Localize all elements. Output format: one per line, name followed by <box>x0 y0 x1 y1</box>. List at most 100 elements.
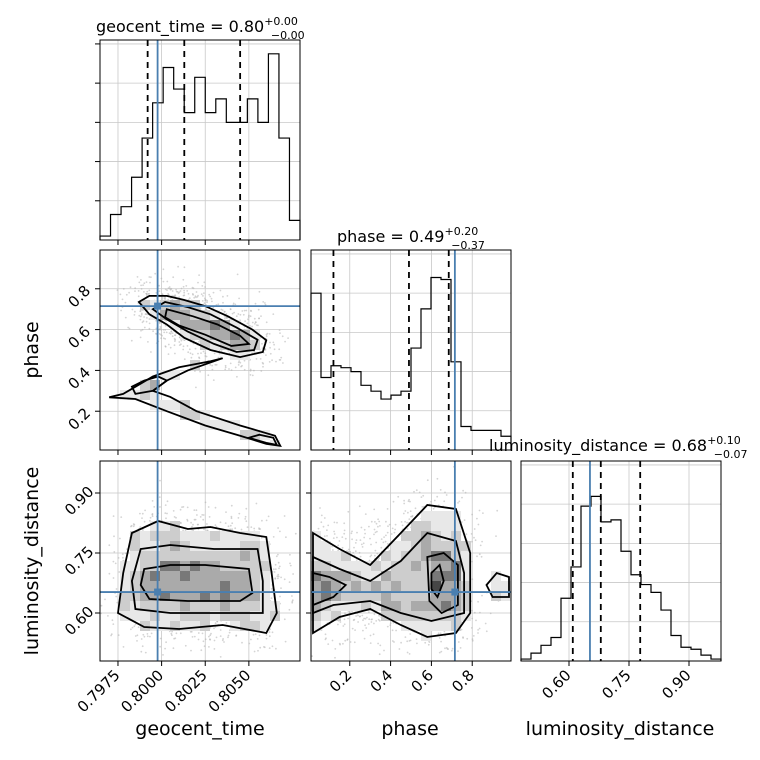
scatter-point-geocent-time-vs-phase-659 <box>175 288 178 291</box>
scatter-point-phase-vs-luminosity-distance-218 <box>377 559 380 561</box>
scatter-point-geocent-time-vs-phase-875 <box>259 336 262 339</box>
density-cell-phase-vs-luminosity-distance-45 <box>371 561 381 571</box>
scatter-point-phase-vs-luminosity-distance-614 <box>356 531 358 534</box>
scatter-point-phase-vs-luminosity-distance-94 <box>351 530 353 533</box>
density-cell-phase-vs-luminosity-distance-22 <box>431 541 441 551</box>
scatter-point-geocent-time-vs-luminosity-distance-759 <box>190 521 193 524</box>
scatter-point-geocent-time-vs-luminosity-distance-441 <box>246 526 249 529</box>
density-cell-geocent-time-vs-luminosity-distance-10 <box>200 531 210 541</box>
scatter-point-phase-vs-luminosity-distance-553 <box>495 535 497 537</box>
y-tick-label-phase-2: 0.6 <box>64 323 94 353</box>
scatter-point-geocent-time-vs-luminosity-distance-176 <box>191 636 194 638</box>
scatter-point-phase-vs-luminosity-distance-124 <box>376 552 379 555</box>
scatter-point-phase-vs-luminosity-distance-613 <box>353 546 355 549</box>
scatter-point-geocent-time-vs-phase-704 <box>182 278 185 281</box>
scatter-point-geocent-time-vs-luminosity-distance-807 <box>277 575 280 578</box>
density-cell-phase-vs-luminosity-distance-10 <box>401 531 411 541</box>
x-tick-label-luminosity-distance-2: 0.90 <box>658 666 694 702</box>
scatter-point-geocent-time-vs-phase-648 <box>264 349 267 351</box>
scatter-point-geocent-time-vs-phase-404 <box>140 284 143 287</box>
density-cell-phase-vs-luminosity-distance-1 <box>431 511 441 521</box>
density-cell-geocent-time-vs-luminosity-distance-57 <box>250 561 260 571</box>
scatter-point-phase-vs-luminosity-distance-438 <box>375 522 378 525</box>
density-cell-phase-vs-luminosity-distance-96 <box>371 591 381 601</box>
scatter-point-geocent-time-vs-luminosity-distance-143 <box>108 572 111 575</box>
scatter-point-phase-vs-luminosity-distance-349 <box>401 524 404 527</box>
scatter-point-geocent-time-vs-luminosity-distance-328 <box>166 512 168 515</box>
density-cell-phase-vs-luminosity-distance-116 <box>391 601 401 611</box>
density-cell-geocent-time-vs-phase-5 <box>190 300 200 310</box>
scatter-point-geocent-time-vs-phase-834 <box>203 302 206 305</box>
scatter-point-geocent-time-vs-phase-308 <box>162 280 165 283</box>
density-cell-phase-vs-luminosity-distance-136 <box>311 621 321 631</box>
density-cell-geocent-time-vs-luminosity-distance-98 <box>210 591 220 601</box>
scatter-point-geocent-time-vs-phase-347 <box>238 297 241 300</box>
scatter-point-geocent-time-vs-luminosity-distance-761 <box>115 595 118 598</box>
density-cell-phase-vs-luminosity-distance-35 <box>431 551 441 561</box>
scatter-point-geocent-time-vs-luminosity-distance-614 <box>197 632 200 634</box>
scatter-point-phase-vs-luminosity-distance-749 <box>459 647 462 649</box>
scatter-point-geocent-time-vs-phase-757 <box>185 285 188 287</box>
scatter-point-geocent-time-vs-phase-719 <box>233 311 236 314</box>
scatter-point-phase-vs-luminosity-distance-375 <box>365 627 368 629</box>
scatter-point-geocent-time-vs-luminosity-distance-503 <box>271 631 274 634</box>
density-cell-geocent-time-vs-luminosity-distance-14 <box>240 531 250 541</box>
scatter-point-geocent-time-vs-phase-457 <box>186 290 189 292</box>
scatter-point-geocent-time-vs-phase-382 <box>262 365 264 368</box>
scatter-point-phase-vs-luminosity-distance-80 <box>481 540 483 543</box>
scatter-point-geocent-time-vs-phase-841 <box>262 301 265 303</box>
scatter-point-phase-vs-luminosity-distance-797 <box>377 642 379 645</box>
scatter-point-geocent-time-vs-phase-203 <box>207 374 210 377</box>
scatter-point-phase-vs-luminosity-distance-179 <box>366 616 368 619</box>
scatter-point-geocent-time-vs-phase-506 <box>257 324 259 327</box>
scatter-point-geocent-time-vs-luminosity-distance-673 <box>100 612 103 615</box>
density-cell-geocent-time-vs-phase-26 <box>240 330 250 340</box>
truth-layer <box>100 40 591 661</box>
scatter-point-geocent-time-vs-luminosity-distance-741 <box>289 562 291 565</box>
scatter-point-geocent-time-vs-phase-225 <box>197 352 199 355</box>
density-cell-geocent-time-vs-luminosity-distance-61 <box>140 571 150 581</box>
scatter-point-geocent-time-vs-luminosity-distance-341 <box>283 618 286 621</box>
scatter-point-geocent-time-vs-luminosity-distance-596 <box>137 626 140 629</box>
density-cell-geocent-time-vs-luminosity-distance-42 <box>250 551 260 561</box>
density-cell-geocent-time-vs-luminosity-distance-63 <box>160 571 170 581</box>
scatter-point-geocent-time-vs-phase-860 <box>172 295 175 297</box>
panel-frame-phase-vs-luminosity-distance <box>310 460 512 662</box>
scatter-point-geocent-time-vs-phase-721 <box>217 356 220 359</box>
scatter-point-geocent-time-vs-luminosity-distance-111 <box>159 506 161 508</box>
scatter-point-phase-vs-luminosity-distance-795 <box>347 510 350 513</box>
scatter-point-phase-vs-luminosity-distance-640 <box>397 495 400 498</box>
scatter-point-geocent-time-vs-luminosity-distance-867 <box>289 553 291 556</box>
scatter-point-phase-vs-luminosity-distance-442 <box>386 531 389 534</box>
density-cell-geocent-time-vs-phase-57 <box>250 430 260 440</box>
scatter-point-geocent-time-vs-luminosity-distance-427 <box>228 631 231 634</box>
scatter-point-geocent-time-vs-phase-635 <box>251 325 254 328</box>
scatter-point-geocent-time-vs-phase-2 <box>227 349 230 352</box>
density-cell-geocent-time-vs-luminosity-distance-59 <box>120 571 130 581</box>
density-cell-geocent-time-vs-phase-55 <box>230 420 240 430</box>
scatter-point-geocent-time-vs-luminosity-distance-322 <box>166 500 169 503</box>
scatter-point-geocent-time-vs-phase-200 <box>127 326 130 329</box>
scatter-point-phase-vs-luminosity-distance-621 <box>471 609 473 612</box>
density-cell-phase-vs-luminosity-distance-46 <box>381 561 391 571</box>
scatter-point-geocent-time-vs-luminosity-distance-846 <box>214 506 217 509</box>
density-cell-geocent-time-vs-luminosity-distance-113 <box>210 601 220 611</box>
scatter-point-geocent-time-vs-luminosity-distance-454 <box>258 528 261 530</box>
scatter-point-geocent-time-vs-luminosity-distance-885 <box>219 656 222 658</box>
density-cell-geocent-time-vs-luminosity-distance-12 <box>220 531 230 541</box>
scatter-point-geocent-time-vs-phase-157 <box>273 348 276 351</box>
scatter-point-geocent-time-vs-luminosity-distance-500 <box>172 510 175 512</box>
scatter-point-phase-vs-luminosity-distance-228 <box>409 510 412 513</box>
density-cell-phase-vs-luminosity-distance-63 <box>391 571 401 581</box>
density-cell-geocent-time-vs-luminosity-distance-66 <box>190 571 200 581</box>
scatter-point-phase-vs-luminosity-distance-111 <box>409 500 411 503</box>
density-cell-geocent-time-vs-phase-37 <box>160 370 170 380</box>
density-cell-geocent-time-vs-luminosity-distance-137 <box>150 621 160 631</box>
density-cell-phase-vs-luminosity-distance-65 <box>411 571 421 581</box>
density-cell-phase-vs-luminosity-distance-115 <box>381 601 391 611</box>
scatter-point-geocent-time-vs-luminosity-distance-729 <box>285 536 287 539</box>
scatter-point-phase-vs-luminosity-distance-782 <box>451 647 454 650</box>
density-cell-phase-vs-luminosity-distance-4 <box>411 521 421 531</box>
scatter-point-phase-vs-luminosity-distance-387 <box>391 640 394 642</box>
scatter-point-geocent-time-vs-luminosity-distance-860 <box>245 507 248 510</box>
